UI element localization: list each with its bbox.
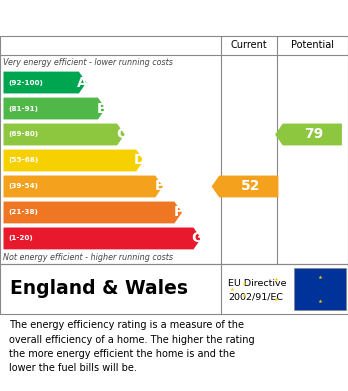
Polygon shape — [3, 176, 163, 197]
Polygon shape — [3, 150, 144, 171]
Text: Potential: Potential — [291, 40, 334, 50]
Text: (69-80): (69-80) — [9, 131, 39, 138]
Text: 2002/91/EC: 2002/91/EC — [228, 293, 283, 302]
Polygon shape — [3, 201, 182, 223]
Text: (21-38): (21-38) — [9, 210, 39, 215]
Text: C: C — [116, 127, 126, 142]
Text: 52: 52 — [241, 179, 260, 194]
Text: Energy Efficiency Rating: Energy Efficiency Rating — [9, 11, 229, 25]
Polygon shape — [275, 124, 342, 145]
Text: 79: 79 — [304, 127, 324, 142]
Polygon shape — [212, 176, 278, 197]
Text: G: G — [192, 231, 203, 246]
Text: E: E — [155, 179, 164, 194]
Text: (1-20): (1-20) — [9, 235, 33, 242]
Text: (92-100): (92-100) — [9, 79, 44, 86]
Text: England & Wales: England & Wales — [10, 280, 188, 298]
Polygon shape — [3, 72, 87, 93]
Text: The energy efficiency rating is a measure of the
overall efficiency of a home. T: The energy efficiency rating is a measur… — [9, 320, 254, 373]
Text: (39-54): (39-54) — [9, 183, 39, 190]
Text: A: A — [77, 75, 88, 90]
Polygon shape — [3, 228, 201, 249]
Text: F: F — [173, 206, 183, 219]
Polygon shape — [3, 98, 105, 119]
Text: Current: Current — [230, 40, 267, 50]
Text: D: D — [134, 154, 146, 167]
Text: (55-68): (55-68) — [9, 158, 39, 163]
Bar — [294, 268, 346, 310]
Text: Not energy efficient - higher running costs: Not energy efficient - higher running co… — [3, 253, 174, 262]
Text: (81-91): (81-91) — [9, 106, 39, 111]
Text: EU Directive: EU Directive — [228, 278, 286, 287]
Text: Very energy efficient - lower running costs: Very energy efficient - lower running co… — [3, 57, 173, 66]
Text: B: B — [96, 102, 107, 115]
Polygon shape — [3, 124, 125, 145]
